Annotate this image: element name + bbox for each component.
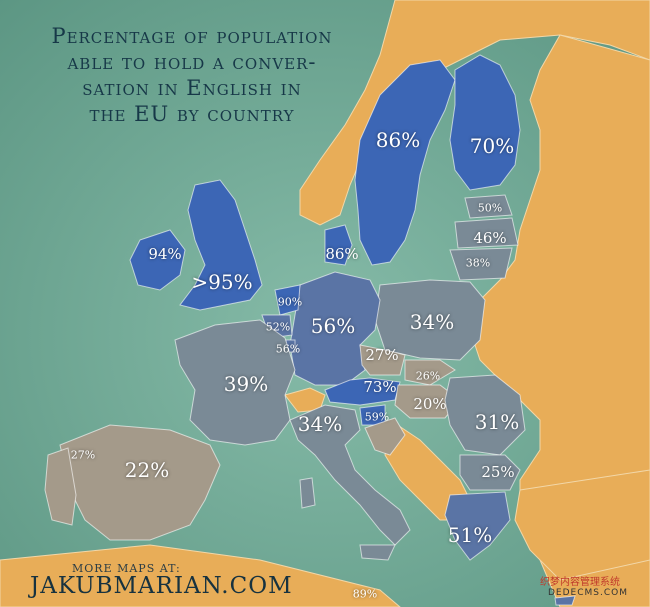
cyprus bbox=[554, 595, 576, 606]
greece bbox=[444, 491, 511, 561]
czechia bbox=[359, 344, 406, 376]
ireland bbox=[129, 229, 186, 291]
title-line-4: the EU by country bbox=[89, 102, 295, 126]
label-finland: 70% bbox=[469, 134, 515, 158]
label-uk: >95% bbox=[191, 270, 253, 294]
russia-east bbox=[469, 34, 650, 607]
title-line-2: able to hold a conver- bbox=[67, 50, 317, 74]
label-austria: 73% bbox=[363, 378, 397, 396]
label-bulgaria: 25% bbox=[481, 463, 515, 481]
label-luxembourg: 56% bbox=[275, 342, 301, 356]
label-cyprus: 89% bbox=[352, 587, 378, 601]
latvia bbox=[454, 217, 519, 249]
sweden bbox=[354, 59, 456, 266]
label-france: 39% bbox=[223, 372, 269, 396]
lithuania bbox=[449, 247, 513, 281]
label-slovakia: 26% bbox=[415, 369, 441, 383]
slovakia bbox=[404, 359, 456, 386]
label-hungary: 20% bbox=[413, 395, 447, 413]
sardinia bbox=[299, 477, 316, 509]
label-romania: 31% bbox=[474, 410, 520, 434]
label-slovenia: 59% bbox=[364, 410, 390, 424]
title-line-3: sation in English in bbox=[82, 76, 302, 100]
denmark bbox=[324, 224, 353, 266]
north-africa bbox=[0, 544, 401, 607]
finland bbox=[449, 54, 521, 191]
netherlands bbox=[274, 284, 301, 316]
hungary bbox=[394, 384, 461, 419]
label-italy: 34% bbox=[297, 412, 343, 436]
sicily bbox=[359, 544, 396, 561]
label-greece: 51% bbox=[447, 523, 493, 547]
italy bbox=[289, 404, 411, 546]
turkey bbox=[514, 469, 650, 581]
croatia bbox=[364, 417, 406, 456]
label-poland: 34% bbox=[409, 310, 455, 334]
estonia bbox=[464, 194, 513, 219]
label-portugal: 27% bbox=[70, 448, 96, 462]
poland bbox=[374, 279, 486, 361]
bulgaria bbox=[459, 454, 521, 491]
label-netherlands: 90% bbox=[277, 295, 303, 309]
label-spain: 22% bbox=[124, 458, 170, 482]
switzerland bbox=[284, 387, 326, 413]
footer-more-maps: More maps at: bbox=[72, 562, 181, 575]
label-denmark: 86% bbox=[325, 245, 359, 263]
label-estonia: 50% bbox=[477, 201, 503, 215]
label-latvia: 46% bbox=[473, 229, 507, 247]
eu-countries bbox=[44, 54, 576, 606]
great-britain bbox=[179, 179, 263, 311]
label-lithuania: 38% bbox=[465, 256, 491, 270]
footer-site[interactable]: JAKUBMARIAN.COM bbox=[30, 573, 293, 599]
watermark-domain: DEDECMS.COM bbox=[548, 588, 628, 598]
spain bbox=[59, 424, 221, 541]
label-sweden: 86% bbox=[375, 128, 421, 152]
portugal bbox=[44, 447, 77, 526]
label-czechia: 27% bbox=[365, 346, 399, 364]
watermark-cn: 织梦内容管理系统 bbox=[540, 577, 620, 588]
label-belgium: 52% bbox=[265, 320, 291, 334]
label-germany: 56% bbox=[310, 314, 356, 338]
france bbox=[174, 319, 296, 446]
label-ireland: 94% bbox=[148, 245, 182, 263]
title-line-1: Percentage of population bbox=[51, 24, 333, 48]
